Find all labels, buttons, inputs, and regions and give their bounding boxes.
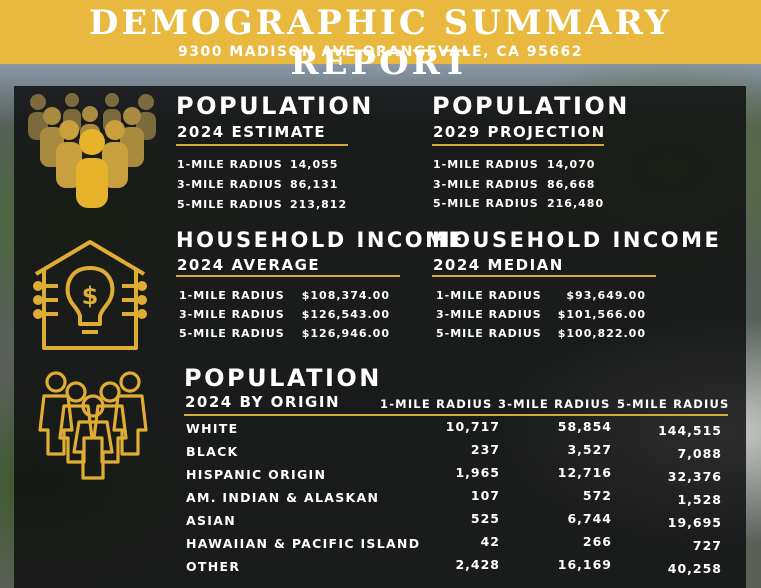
value-5-mile: 32,376 <box>667 469 722 484</box>
income-average-label: 3-MILE RADIUS <box>179 308 285 321</box>
population-2024-value: 213,812 <box>290 198 348 211</box>
origin-label: OTHER <box>186 559 241 574</box>
value-5-mile: 727 <box>692 538 722 553</box>
column-header-5-mile: 5-MILE RADIUS <box>617 397 730 411</box>
population-2029-value: 86,668 <box>547 178 596 191</box>
value-1-mile: 107 <box>470 488 500 503</box>
value-5-mile: 40,258 <box>667 561 722 576</box>
origin-divider <box>184 414 728 416</box>
income-median-label: 1-MILE RADIUS <box>436 289 542 302</box>
table-row: HAWAIIAN & PACIFIC ISLAND 42 266 727 <box>186 534 722 559</box>
value-3-mile: 266 <box>582 534 612 549</box>
population-2029-label: 3-MILE RADIUS <box>433 178 539 191</box>
population-2024-label: 1-MILE RADIUS <box>177 158 283 171</box>
origin-label: BLACK <box>186 444 239 459</box>
population-2024-value: 14,055 <box>290 158 339 171</box>
value-5-mile: 19,695 <box>667 515 722 530</box>
population-2029-title: POPULATION <box>432 92 630 120</box>
value-1-mile: 42 <box>480 534 500 549</box>
income-median-subtitle: 2024 MEDIAN <box>433 256 564 274</box>
income-average-value: $126,543.00 <box>301 308 390 321</box>
value-3-mile: 12,716 <box>557 465 612 480</box>
origin-label: HAWAIIAN & PACIFIC ISLAND <box>186 536 421 551</box>
income-median-value: $100,822.00 <box>557 327 646 340</box>
value-3-mile: 16,169 <box>557 557 612 572</box>
population-2029-label: 1-MILE RADIUS <box>433 158 539 171</box>
value-1-mile: 1,965 <box>455 465 500 480</box>
income-average-value: $126,946.00 <box>301 327 390 340</box>
population-2029-subtitle: 2029 PROJECTION <box>433 123 606 141</box>
header-banner: DEMOGRAPHIC SUMMARY REPORT 9300 MADISON … <box>0 0 761 83</box>
value-5-mile: 144,515 <box>658 423 722 438</box>
value-5-mile: 1,528 <box>677 492 722 507</box>
value-3-mile: 3,527 <box>567 442 612 457</box>
population-2029-label: 5-MILE RADIUS <box>433 197 539 210</box>
origin-subtitle: 2024 BY ORIGIN <box>185 393 340 411</box>
population-2024-divider <box>176 144 348 146</box>
income-median-label: 3-MILE RADIUS <box>436 308 542 321</box>
income-average-label: 1-MILE RADIUS <box>179 289 285 302</box>
report-title: DEMOGRAPHIC SUMMARY REPORT <box>88 3 673 83</box>
population-2024-value: 86,131 <box>290 178 339 191</box>
column-header-3-mile: 3-MILE RADIUS <box>498 397 611 411</box>
income-average-title: HOUSEHOLD INCOME <box>176 228 466 252</box>
origin-title: POPULATION <box>184 364 382 392</box>
value-3-mile: 572 <box>582 488 612 503</box>
origin-label: AM. INDIAN & ALASKAN <box>186 490 380 505</box>
population-2029-divider <box>432 144 604 146</box>
income-median-divider <box>432 275 656 277</box>
group-outline-icon <box>38 371 148 480</box>
income-median-value: $93,649.00 <box>566 289 646 302</box>
income-average-subtitle: 2024 AVERAGE <box>177 256 321 274</box>
population-2024-label: 3-MILE RADIUS <box>177 178 283 191</box>
value-1-mile: 525 <box>470 511 500 526</box>
population-2024-title: POPULATION <box>176 92 374 120</box>
svg-text:$: $ <box>82 282 99 310</box>
table-row: AM. INDIAN & ALASKAN 107 572 1,528 <box>186 488 722 513</box>
origin-label: ASIAN <box>186 513 236 528</box>
income-median-value: $101,566.00 <box>557 308 646 321</box>
table-row: WHITE 10,717 58,854 144,515 <box>186 419 722 444</box>
population-2024-label: 5-MILE RADIUS <box>177 198 283 211</box>
value-3-mile: 6,744 <box>567 511 612 526</box>
value-1-mile: 237 <box>470 442 500 457</box>
income-average-label: 5-MILE RADIUS <box>179 327 285 340</box>
table-row: ASIAN 525 6,744 19,695 <box>186 511 722 536</box>
value-1-mile: 2,428 <box>455 557 500 572</box>
origin-label: HISPANIC ORIGIN <box>186 467 327 482</box>
population-2024-subtitle: 2024 ESTIMATE <box>177 123 327 141</box>
income-average-value: $108,374.00 <box>301 289 390 302</box>
value-3-mile: 58,854 <box>557 419 612 434</box>
table-row: BLACK 237 3,527 7,088 <box>186 442 722 467</box>
value-5-mile: 7,088 <box>677 446 722 461</box>
column-header-1-mile: 1-MILE RADIUS <box>380 397 493 411</box>
value-1-mile: 10,717 <box>445 419 500 434</box>
income-average-divider <box>176 275 400 277</box>
table-row: OTHER 2,428 16,169 40,258 <box>186 557 722 582</box>
property-address: 9300 MADISON AVE ORANGEVALE, CA 95662 <box>177 44 584 60</box>
house-dollar-bulb-icon: $ <box>33 240 147 350</box>
income-median-label: 5-MILE RADIUS <box>436 327 542 340</box>
population-2029-value: 216,480 <box>547 197 605 210</box>
crowd-icon <box>28 93 156 208</box>
income-median-title: HOUSEHOLD INCOME <box>432 228 722 252</box>
origin-label: WHITE <box>186 421 239 436</box>
population-2029-value: 14,070 <box>547 158 596 171</box>
table-row: HISPANIC ORIGIN 1,965 12,716 32,376 <box>186 465 722 490</box>
